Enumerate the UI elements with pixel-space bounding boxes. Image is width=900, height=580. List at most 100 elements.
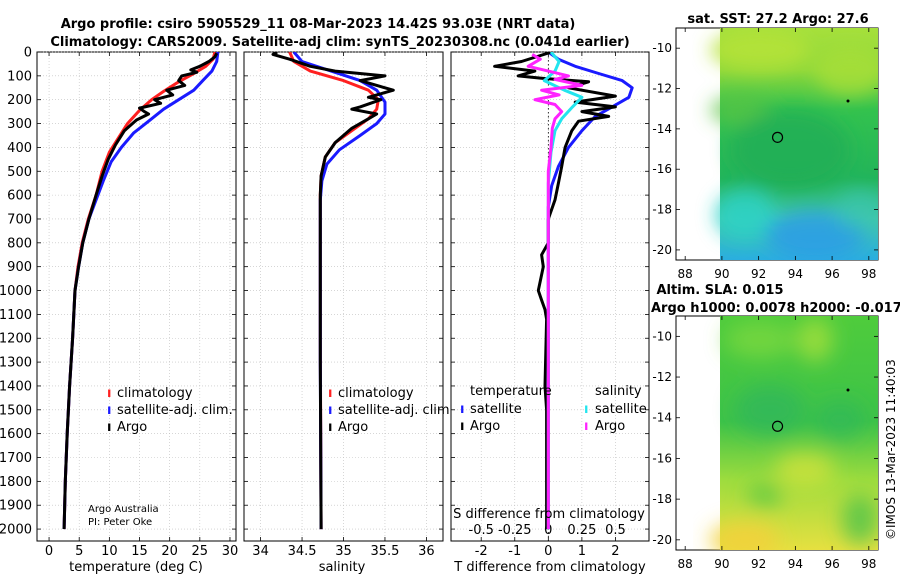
lat-tick-label: -16 [652, 162, 672, 176]
sla-map-subtitle: Argo h1000: 0.0078 h2000: -0.017 [651, 301, 900, 316]
depth-tick-label: 1400 [0, 379, 32, 394]
salinity-legend: ı climatology ı satellite-adj. clim. ı A… [328, 386, 454, 435]
salinity-x-ticks: 34 34.5 35 35.5 36 [252, 52, 435, 559]
temperature-legend-climatology: climatology [117, 386, 193, 401]
lat-tick-label: -14 [652, 122, 672, 136]
salinity-panel: 34 34.5 35 35.5 36 salinity ı climatology ı … [243, 51, 454, 575]
legend-marker-climatology: ı [328, 386, 332, 401]
x-tick-label: 20 [161, 544, 178, 559]
salinity-diff-tick-label: -0.25 [498, 523, 532, 538]
sla-high-patch [775, 452, 835, 488]
lon-tick-label: 98 [861, 267, 876, 281]
lat-tick-label: -16 [652, 451, 672, 465]
legend-marker-satellite: ı [328, 403, 332, 418]
difference-xlabel: T difference from climatology [453, 560, 646, 575]
series-line-argo [271, 52, 395, 530]
sst-cool-patch [715, 190, 775, 240]
legend-marker-climatology: ı [107, 386, 111, 401]
salinity-diff-tick-label: 0.5 [605, 523, 626, 538]
x-tick-label: 10 [101, 544, 118, 559]
credit-line-1: Argo Australia [88, 504, 159, 515]
depth-tick-label: 500 [7, 165, 32, 180]
temperature-panel: 0100200300400500600700800900100011001200… [0, 46, 238, 576]
lat-tick-label: -18 [652, 203, 672, 217]
x-tick-label: 25 [192, 544, 209, 559]
lon-tick-label: 88 [678, 557, 693, 571]
x-tick-label: 34 [252, 544, 269, 559]
x-tick-label: 0 [45, 544, 53, 559]
temperature-series [62, 52, 220, 530]
legend-marker-t-argo: ı [460, 419, 464, 434]
depth-tick-label: 1600 [0, 427, 32, 442]
depth-tick-label: 700 [7, 212, 32, 227]
sla-high-patch [725, 322, 795, 358]
sst-field [710, 28, 878, 260]
salinity-difference-ticks: -0.5 -0.25 0 0.25 0.5 [469, 523, 626, 538]
sla-low-patch [815, 400, 865, 440]
x-tick-label: 36 [418, 544, 435, 559]
lon-tick-label: 88 [678, 267, 693, 281]
difference-legend: temperature salinity ı satellite ı Argo … [460, 384, 647, 434]
salinity-legend-argo: Argo [338, 420, 368, 435]
x-tick-label: 34.5 [288, 544, 317, 559]
sst-cool-patch [730, 110, 850, 190]
x-tick-label: 30 [222, 544, 239, 559]
x-tick-label: 5 [75, 544, 83, 559]
difference-grid [451, 51, 649, 541]
depth-axis-ticks: 0 100 200 300 400 500 600 700 800 900 1000 1100 1200… [0, 46, 32, 538]
legend-s-satellite: satellite [595, 402, 647, 417]
lat-tick-label: -18 [652, 492, 672, 506]
temperature-legend: ı climatology ı satellite-adj. clim. ı A… [107, 386, 233, 435]
sst-cool-patch [710, 95, 770, 125]
depth-tick-label: 2000 [0, 523, 32, 538]
sla-map-ticks: 88 90 92 94 96 98 -10 -12 -14 -16 -18 -20 [652, 316, 878, 571]
legend-marker-s-satellite: ı [584, 402, 588, 417]
legend-t-satellite: satellite [470, 402, 522, 417]
sst-field-texture [710, 30, 878, 260]
argo-location-marker [771, 420, 784, 432]
lat-tick-label: -10 [652, 329, 672, 343]
lon-tick-label: 92 [751, 557, 766, 571]
x-tick-label: -2 [475, 544, 488, 559]
sst-map-panel: sat. SST: 27.2 Argo: 27.6 88 90 92 94 96 98 -1… [652, 12, 879, 281]
depth-tick-label: 1100 [0, 308, 32, 323]
header-line-2: Climatology: CARS2009. Satellite-adj cli… [50, 35, 629, 50]
difference-x-ticks: -2 -1 0 1 2 [475, 52, 620, 559]
sla-map-dot [846, 388, 850, 392]
sla-low-patch [842, 495, 878, 545]
temperature-legend-satellite: satellite-adj. clim. [117, 403, 233, 418]
salinity-legend-climatology: climatology [338, 386, 414, 401]
x-tick-label: -1 [508, 544, 521, 559]
header-line-1: Argo profile: csiro 5905529_11 08-Mar-20… [61, 17, 576, 32]
salinity-diff-tick-label: 0 [544, 523, 552, 538]
depth-tick-label: 0 [24, 46, 32, 61]
depth-tick-label: 200 [7, 93, 32, 108]
depth-tick-label: 1200 [0, 332, 32, 347]
depth-tick-label: 800 [7, 236, 32, 251]
sla-field-texture [710, 318, 878, 550]
lat-tick-label: -20 [652, 533, 672, 547]
depth-tick-label: 1700 [0, 451, 32, 466]
legend-marker-t-satellite: ı [460, 402, 464, 417]
salinity-legend-satellite: satellite-adj. clim. [338, 403, 454, 418]
lon-tick-label: 90 [714, 557, 729, 571]
sst-warm-patch [710, 30, 810, 70]
sst-cold-patch [765, 210, 865, 260]
sst-cool-patch [835, 190, 878, 230]
depth-tick-label: 1900 [0, 499, 32, 514]
legend-t-argo: Argo [470, 419, 500, 434]
lon-tick-label: 92 [751, 267, 766, 281]
legend-marker-argo: ı [107, 420, 111, 435]
legend-marker-satellite: ı [107, 403, 111, 418]
depth-tick-label: 600 [7, 189, 32, 204]
sst-map-title: sat. SST: 27.2 Argo: 27.6 [687, 12, 868, 27]
sla-map-panel: Altim. SLA: 0.015 Argo h1000: 0.0078 h20… [651, 283, 900, 571]
depth-tick-label: 900 [7, 260, 32, 275]
lon-tick-label: 90 [714, 267, 729, 281]
sst-map-ticks: 88 90 92 94 96 98 -10 -12 -14 -16 -18 -20 [652, 28, 878, 281]
difference-panel: -2 -1 0 1 2 -0.5 -0.25 0 0.25 0.5 T difference f… [450, 51, 650, 575]
salinity-diff-tick-label: 0.25 [567, 523, 596, 538]
temperature-x-ticks: 0 5 10 15 20 25 30 [45, 52, 238, 559]
temperature-xlabel: temperature (deg C) [69, 560, 203, 575]
